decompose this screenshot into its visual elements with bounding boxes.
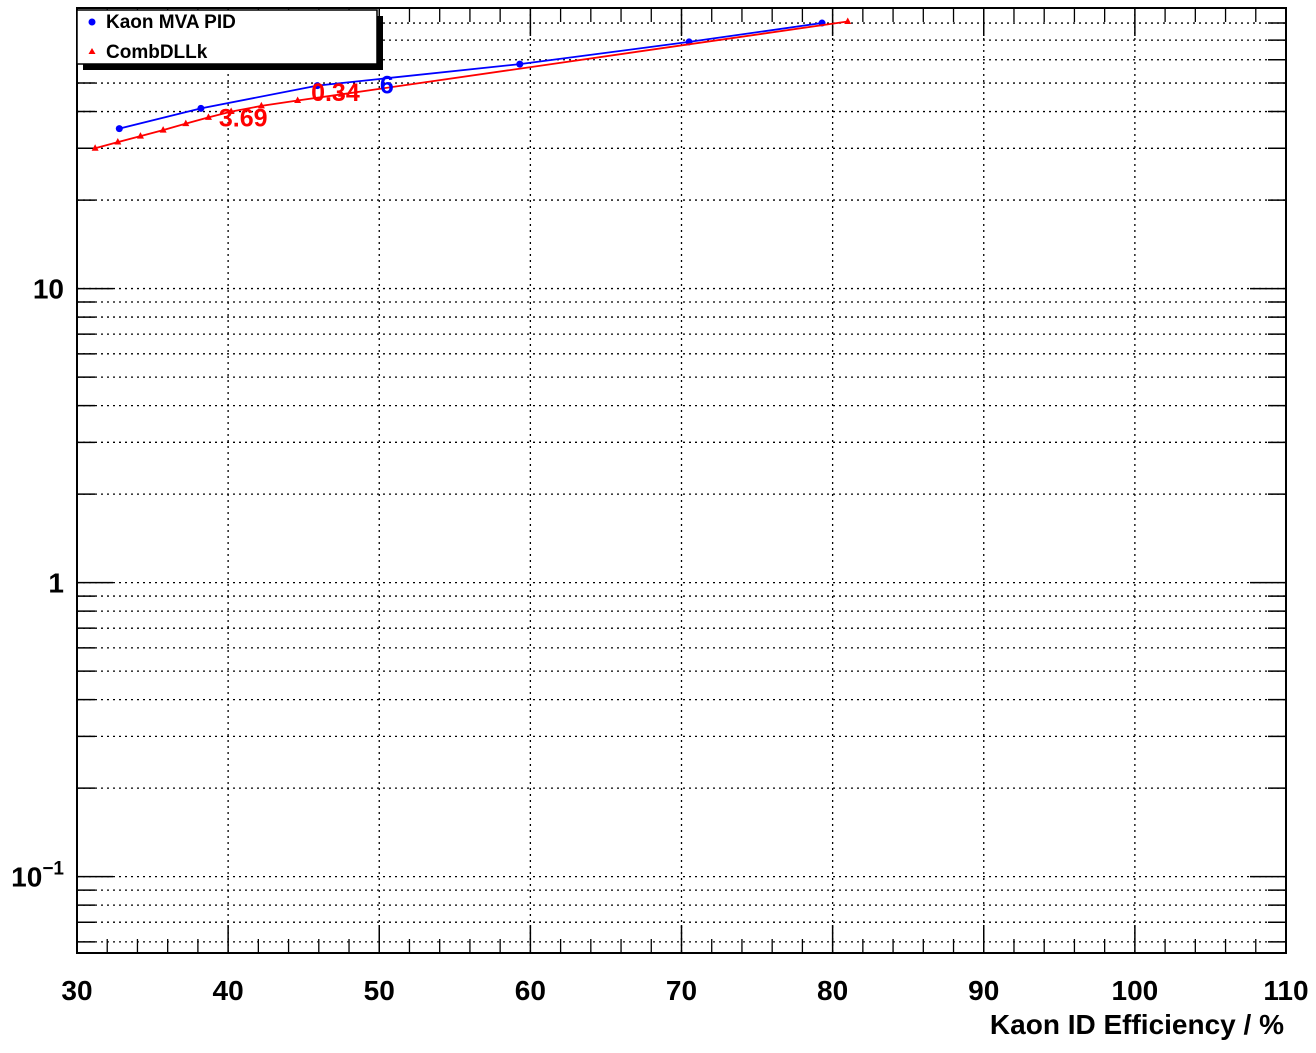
- data-point-marker: [204, 113, 212, 120]
- x-tick-label: 30: [61, 975, 92, 1006]
- data-point-marker: [159, 126, 167, 133]
- legend-label-dllk: CombDLLk: [106, 42, 208, 63]
- x-tick-label: 40: [213, 975, 244, 1006]
- data-point-marker: [337, 90, 345, 97]
- data-point-marker: [182, 119, 190, 127]
- x-tick-label: 110: [1263, 975, 1308, 1006]
- point-annotations: 3.69 0.34 6: [219, 71, 394, 132]
- series-line-0: [119, 22, 823, 130]
- data-point-marker: [227, 107, 235, 115]
- legend-box: [76, 9, 378, 65]
- legend-label-mva: Kaon MVA PID: [106, 12, 236, 33]
- data-point-marker: [313, 82, 321, 90]
- data-point-marker: [197, 104, 205, 112]
- plot-frame: [76, 7, 1287, 954]
- x-tick-label: 100: [1112, 975, 1159, 1006]
- data-series: [91, 17, 852, 151]
- y-tick-label: 1: [48, 568, 64, 599]
- x-tick-label: 80: [817, 975, 848, 1006]
- x-tick-label: 70: [666, 975, 697, 1006]
- x-tick-label: 50: [364, 975, 395, 1006]
- data-point-marker: [844, 17, 852, 24]
- y-tick-exponent: −1: [42, 859, 64, 880]
- data-point-marker: [91, 144, 99, 151]
- legend-marker-dllk: [88, 48, 96, 54]
- data-point-marker: [516, 60, 524, 68]
- legend: Kaon MVA PID CombDLLk: [76, 9, 383, 70]
- x-tick-labels: 30 40 50 60 70 80 90 100 110: [61, 975, 1308, 1006]
- x-tick-label: 60: [515, 975, 546, 1006]
- data-point-marker: [294, 96, 302, 104]
- point-annotation: 3.69: [219, 104, 268, 132]
- grid-lines: [77, 8, 1286, 953]
- y-tick-label: 10: [33, 274, 64, 305]
- axis-ticks: [76, 8, 1287, 953]
- data-point-marker: [114, 138, 122, 145]
- data-point-marker: [257, 101, 265, 109]
- x-axis-title: Kaon ID Efficiency / %: [990, 1009, 1284, 1040]
- data-point-marker: [136, 132, 144, 139]
- x-tick-label: 90: [968, 975, 999, 1006]
- point-annotation: 6: [380, 71, 394, 99]
- data-point-marker: [115, 125, 123, 133]
- legend-marker-mva: [88, 18, 96, 26]
- point-annotation: 0.34: [311, 79, 360, 107]
